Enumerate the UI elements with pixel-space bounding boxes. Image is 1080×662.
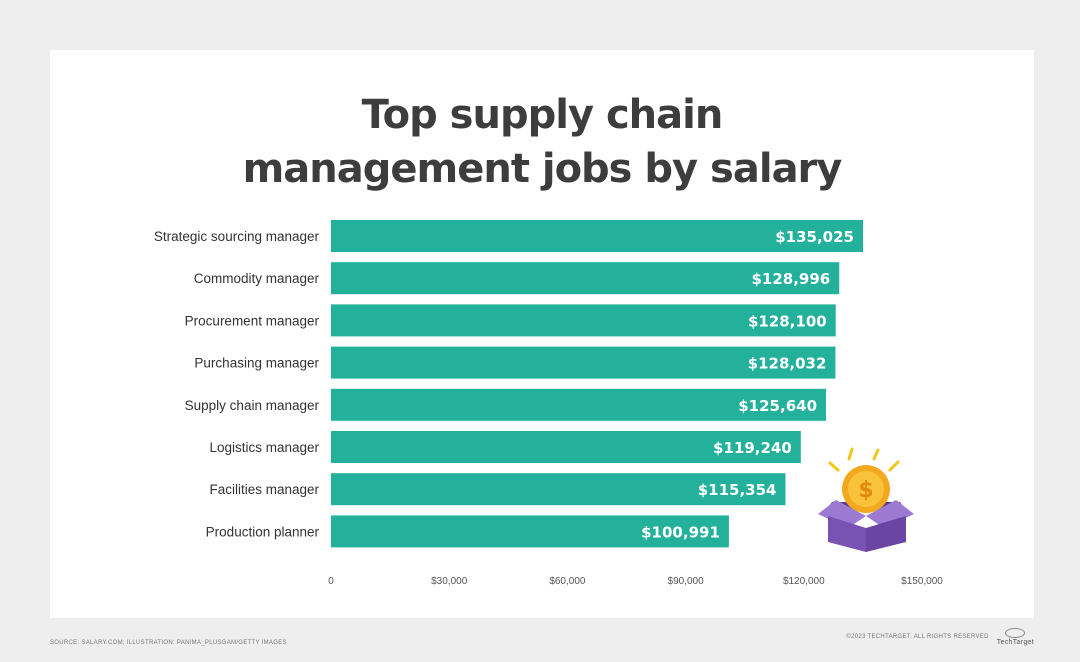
bar-2	[331, 304, 836, 337]
bar-4	[331, 388, 827, 421]
bar-1	[331, 262, 840, 295]
footer-source: SOURCE: SALARY.COM; ILLUSTRATION: PANIMA…	[50, 640, 287, 646]
bar-0	[331, 220, 863, 252]
category-label-0: Strategic sourcing manager	[154, 229, 320, 244]
category-label-1: Commodity manager	[194, 271, 320, 286]
footer-copyright: ©2023 TECHTARGET. ALL RIGHTS RESERVED	[846, 634, 989, 640]
chart-title: Top supply chain management jobs by sala…	[50, 88, 1034, 196]
category-label-6: Facilities manager	[209, 482, 319, 497]
brand-eye-icon	[1005, 628, 1026, 638]
x-tick-label-3: $90,000	[668, 576, 705, 587]
x-tick-label-5: $150,000	[901, 576, 943, 587]
value-label-0: $135,025	[775, 228, 854, 246]
footer-copyright-area: ©2023 TECHTARGET. ALL RIGHTS RESERVED Te…	[846, 628, 1034, 646]
bar-7	[331, 515, 729, 548]
value-label-6: $115,354	[698, 481, 777, 499]
chart-title-line-1: Top supply chain	[361, 92, 724, 138]
category-label-5: Logistics manager	[209, 440, 319, 455]
value-label-7: $100,991	[641, 523, 720, 541]
bar-6	[331, 473, 786, 506]
value-label-1: $128,996	[751, 270, 830, 288]
category-label-2: Procurement manager	[185, 313, 320, 328]
x-tick-label-1: $30,000	[431, 576, 468, 587]
value-label-5: $119,240	[713, 439, 792, 457]
value-label-3: $128,032	[748, 355, 827, 373]
value-label-2: $128,100	[748, 312, 827, 330]
category-label-3: Purchasing manager	[194, 356, 319, 371]
category-label-4: Supply chain manager	[185, 398, 320, 413]
brand-name: TechTarget	[996, 639, 1034, 646]
bar-5	[331, 431, 801, 463]
value-label-4: $125,640	[738, 397, 817, 415]
coin-box-icon: $	[818, 447, 914, 552]
bar-3	[331, 346, 836, 379]
x-tick-label-4: $120,000	[783, 576, 825, 587]
svg-text:$: $	[858, 478, 873, 503]
x-tick-label-2: $60,000	[549, 576, 586, 587]
chart-title-line-2: management jobs by salary	[242, 146, 843, 192]
category-label-7: Production planner	[206, 524, 320, 539]
brand-logo: TechTarget	[997, 628, 1034, 646]
x-tick-label-0: 0	[328, 576, 334, 587]
